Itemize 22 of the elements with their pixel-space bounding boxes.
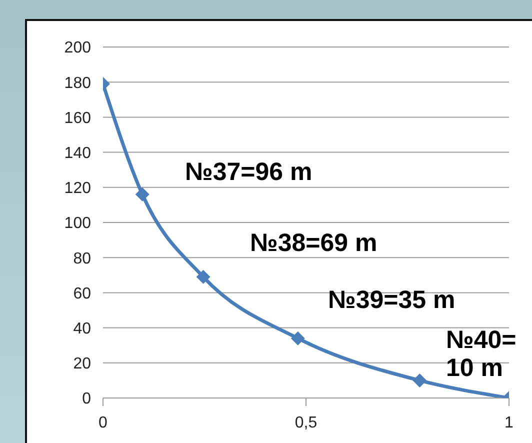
x-tick-label: 0,5 xyxy=(294,414,318,432)
x-tick-label: 1 xyxy=(504,414,514,432)
point xyxy=(412,373,427,388)
y-tick-label: 20 xyxy=(73,356,92,373)
y-tick-label: 140 xyxy=(64,144,92,162)
y-tick-label: 200 xyxy=(64,40,92,57)
y-tick-label: 80 xyxy=(73,250,92,268)
y-tick-label: 0 xyxy=(82,390,92,408)
y-tick-label: 180 xyxy=(64,74,92,92)
point xyxy=(196,270,210,284)
y-tick-label: 60 xyxy=(73,285,92,302)
point xyxy=(290,331,305,346)
annotation: №40=10 m xyxy=(446,326,518,382)
annotation: №38=69 m xyxy=(250,229,378,258)
y-tick-label: 40 xyxy=(73,320,92,338)
y-tick-label: 160 xyxy=(64,110,92,127)
x-tick-label: 0 xyxy=(98,414,108,432)
annotation: №37=96 m xyxy=(185,158,314,186)
point xyxy=(135,187,150,202)
annotation: №39=35 m xyxy=(328,286,456,314)
y-tick-label: 120 xyxy=(64,180,92,198)
y-tick-label: 100 xyxy=(64,215,92,232)
